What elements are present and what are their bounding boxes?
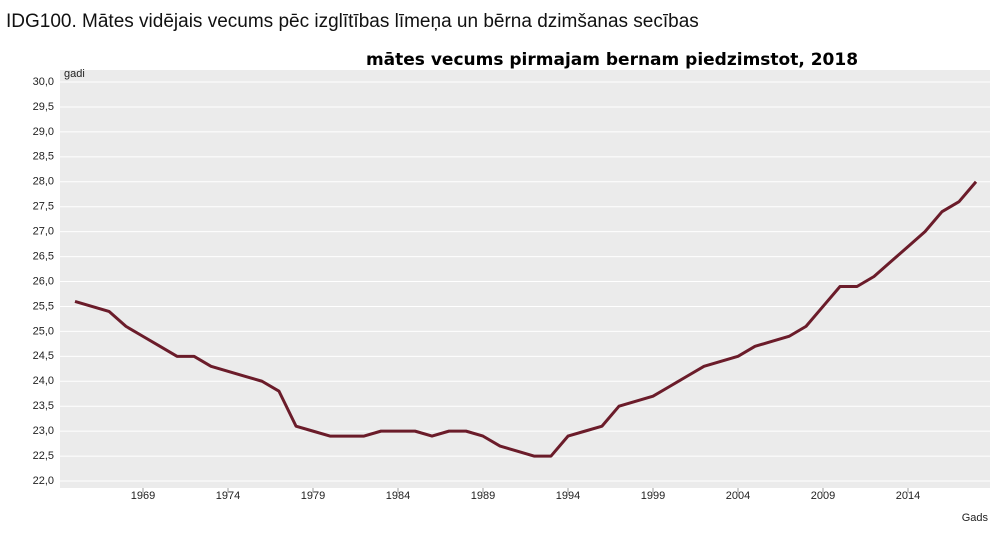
x-tick-label: 1969 — [131, 490, 155, 502]
chart-title: IDG100. Mātes vidējais vecums pēc izglīt… — [6, 11, 699, 32]
y-tick-label: 26,5 — [33, 250, 54, 262]
y-tick-label: 27,0 — [33, 226, 54, 238]
y-tick-label: 29,0 — [33, 126, 54, 138]
x-tick-label: 1994 — [556, 490, 580, 502]
y-tick-label: 25,0 — [33, 325, 54, 337]
y-tick-label: 29,5 — [33, 101, 54, 113]
x-tick-label: 1979 — [301, 490, 325, 502]
y-axis-label: gadi — [64, 68, 85, 80]
chart-subtitle: mātes vecums pirmajam bernam piedzimstot… — [366, 50, 858, 70]
y-tick-label: 26,0 — [33, 275, 54, 287]
y-tick-label: 30,0 — [33, 76, 54, 88]
x-tick-label: 1974 — [216, 490, 240, 502]
x-tick-label: 1999 — [641, 490, 665, 502]
y-tick-label: 28,5 — [33, 151, 54, 163]
y-tick-label: 23,5 — [33, 400, 54, 412]
y-tick-label: 22,5 — [33, 450, 54, 462]
y-tick-label: 22,0 — [33, 475, 54, 487]
plot-area — [60, 70, 990, 488]
y-tick-label: 24,5 — [33, 350, 54, 362]
x-axis-label: Gads — [962, 512, 989, 524]
x-tick-label: 2014 — [896, 490, 920, 502]
y-tick-label: 27,5 — [33, 201, 54, 213]
y-tick-label: 25,5 — [33, 300, 54, 312]
data-line — [74, 180, 978, 458]
y-tick-label: 28,0 — [33, 176, 54, 188]
x-tick-label: 2009 — [811, 490, 835, 502]
x-tick-label: 1989 — [471, 490, 495, 502]
x-tick-label: 1984 — [386, 490, 410, 502]
y-tick-label: 23,0 — [33, 425, 54, 437]
y-tick-label: 24,0 — [33, 375, 54, 387]
x-tick-label: 2004 — [726, 490, 750, 502]
